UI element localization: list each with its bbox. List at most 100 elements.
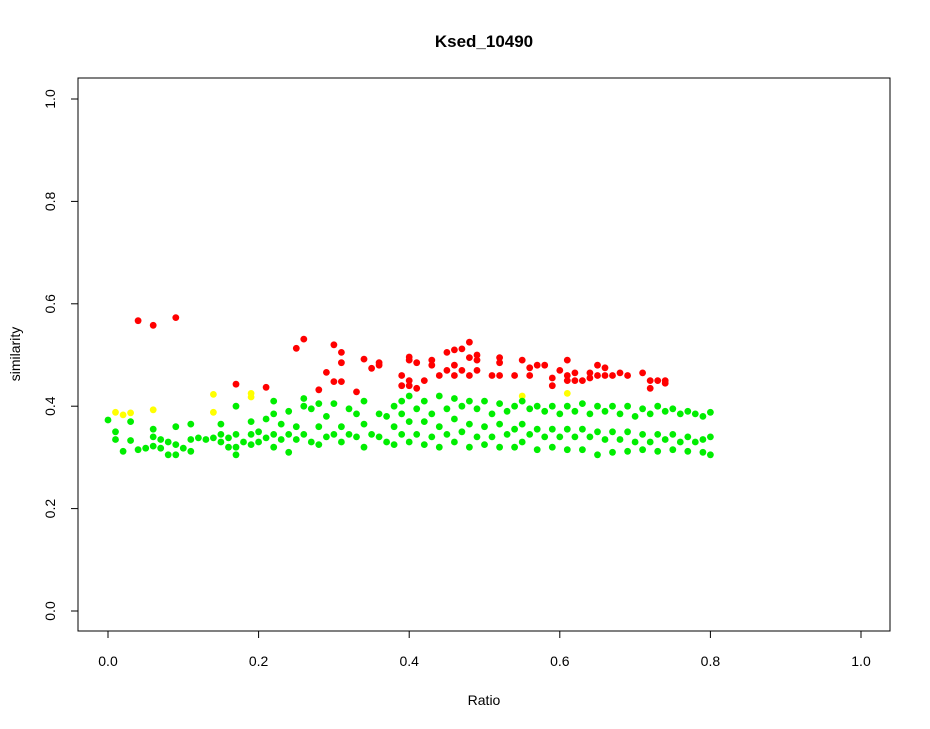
point-green-25 [217,420,225,428]
point-green-115 [496,400,503,407]
point-yellow-0 [112,408,119,416]
point-green-90 [420,397,428,405]
point-red-13 [338,378,345,385]
point-green-131 [541,407,549,415]
point-green-16 [172,441,180,448]
point-green-168 [654,402,662,410]
point-green-62 [323,433,330,441]
point-red-10 [330,378,338,385]
point-yellow-1 [119,411,127,419]
point-green-184 [699,436,707,443]
point-green-123 [518,397,526,405]
point-green-163 [639,405,646,413]
point-green-158 [624,402,631,410]
point-green-101 [451,415,458,423]
point-green-95 [435,392,443,400]
point-green-166 [646,410,654,418]
point-green-124 [518,420,526,428]
point-red-32 [443,367,451,374]
point-green-117 [496,443,503,451]
point-green-147 [586,433,594,441]
point-red-9 [330,341,338,349]
point-green-72 [360,420,368,428]
point-green-170 [654,447,662,455]
point-green-97 [435,443,443,451]
point-green-100 [451,395,458,402]
point-red-70 [616,369,624,377]
point-red-5 [292,344,300,352]
x-tick-label-3: 0.6 [550,653,570,669]
point-green-69 [353,410,360,418]
point-red-34 [451,361,458,369]
point-green-111 [481,423,488,431]
point-green-54 [300,402,308,410]
point-red-14 [353,388,360,396]
point-green-4 [127,418,134,425]
point-green-41 [262,434,270,442]
point-green-148 [594,402,601,410]
point-red-50 [526,364,534,372]
point-green-104 [458,428,466,436]
point-green-0 [104,416,112,424]
point-green-36 [247,431,255,438]
point-green-110 [481,397,488,405]
point-red-47 [496,372,503,379]
point-green-2 [112,436,119,443]
point-green-71 [360,397,368,405]
point-green-185 [699,448,707,456]
point-red-39 [466,354,473,361]
point-green-74 [368,431,375,438]
point-red-30 [435,372,443,379]
point-red-51 [526,372,534,379]
point-red-24 [405,382,413,390]
point-green-29 [225,443,232,451]
point-green-141 [571,407,579,415]
point-red-2 [172,314,180,321]
point-green-151 [601,407,609,415]
point-green-23 [202,436,210,443]
point-green-92 [420,441,428,448]
point-green-65 [338,423,345,431]
point-green-171 [661,407,669,415]
x-tick-label-2: 0.4 [399,653,419,669]
y-tick-label-0: 0.0 [42,601,58,621]
point-green-9 [149,433,157,441]
point-green-32 [232,443,240,451]
point-green-38 [255,428,262,436]
point-green-82 [398,397,406,405]
point-red-77 [661,379,669,387]
point-red-58 [563,372,571,379]
point-red-40 [466,372,473,379]
point-green-49 [285,431,293,438]
point-red-46 [496,359,503,367]
point-green-107 [466,443,473,451]
point-green-125 [518,438,526,446]
point-green-76 [375,433,383,441]
point-green-3 [119,447,127,455]
point-green-119 [503,431,511,438]
point-green-165 [639,446,646,454]
point-red-20 [398,382,406,390]
point-green-155 [609,448,616,456]
point-red-12 [338,359,345,367]
point-green-77 [383,413,390,420]
point-red-42 [473,356,481,364]
point-red-36 [458,345,466,353]
point-green-178 [684,407,692,415]
point-red-52 [533,361,541,369]
point-green-99 [443,431,451,438]
point-red-41 [473,351,481,359]
point-red-11 [338,349,345,356]
point-red-0 [134,317,142,325]
point-green-52 [292,436,300,443]
point-red-45 [496,354,503,361]
point-yellow-7 [247,393,255,401]
point-red-1 [149,321,157,329]
point-red-53 [541,361,549,369]
point-green-169 [654,431,662,438]
point-green-57 [307,438,315,446]
point-red-22 [405,356,413,364]
point-green-26 [217,431,225,438]
point-red-60 [571,369,579,377]
